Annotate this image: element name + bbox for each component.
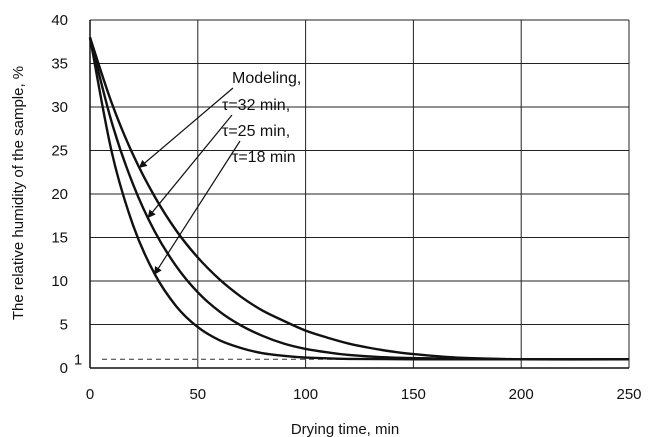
x-axis-label: Drying time, min [291, 421, 399, 437]
y-tick-label: 40 [51, 12, 68, 29]
annotation-line: τ=18 min [232, 149, 296, 166]
series-line-tau32 [88, 37, 630, 361]
reference-line-group: 1 [74, 351, 435, 368]
x-tick-label: 150 [401, 386, 426, 403]
x-tick-label: 250 [616, 386, 641, 403]
annotation-arrow [147, 114, 233, 219]
y-tick-label: 35 [51, 56, 68, 73]
grid [90, 19, 630, 368]
axes [89, 20, 629, 369]
y-axis-label: The relative humidity of the sample, % [10, 66, 27, 320]
y-tick-label: 10 [51, 273, 68, 290]
y-tick-label: 30 [51, 99, 68, 116]
series-group [88, 37, 630, 361]
annotation-line: τ=32 min, [222, 97, 290, 114]
annotation-arrow [154, 140, 241, 275]
annotation-arrow [138, 87, 234, 169]
y-tick-label: 0 [60, 360, 68, 377]
y-tick-label: 25 [51, 143, 68, 160]
annotation-line: Modeling, [232, 70, 301, 87]
x-tick-label: 50 [189, 386, 206, 403]
y-tick-label: 5 [60, 317, 68, 334]
series-line-tau18 [88, 37, 629, 361]
reference-line-label: 1 [74, 351, 82, 368]
annotation-group: Modeling, τ=32 min, τ=25 min, τ=18 min [138, 70, 301, 275]
annotation-line: τ=25 min, [222, 123, 290, 140]
x-tick-label: 200 [509, 386, 534, 403]
tick-labels: 0 5 10 15 20 25 30 35 40 0 50 100 150 200 250 [51, 12, 641, 403]
y-tick-label: 15 [51, 230, 68, 247]
y-tick-label: 20 [51, 186, 68, 203]
x-tick-label: 100 [293, 386, 318, 403]
series-line-tau25 [88, 37, 630, 361]
x-tick-label: 0 [86, 386, 94, 403]
